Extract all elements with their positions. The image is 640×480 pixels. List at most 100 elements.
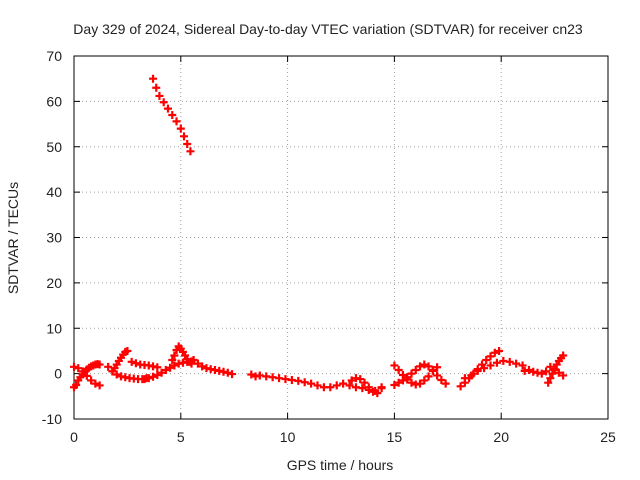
data-point xyxy=(420,360,429,369)
data-point xyxy=(163,104,172,113)
y-tick-label: 20 xyxy=(46,275,62,291)
data-point xyxy=(542,367,551,376)
data-point xyxy=(326,383,335,392)
data-point xyxy=(411,365,420,374)
data-point xyxy=(95,381,104,390)
data-point xyxy=(559,351,568,360)
series-arc-i xyxy=(247,370,386,395)
data-point xyxy=(524,365,533,374)
data-point xyxy=(394,378,403,387)
x-tick-label: 15 xyxy=(387,429,403,445)
data-point xyxy=(394,365,403,374)
y-tick-label: 60 xyxy=(46,93,62,109)
data-point xyxy=(186,147,195,156)
data-point xyxy=(157,368,166,377)
data-point xyxy=(537,369,546,378)
data-point xyxy=(170,351,179,360)
data-point xyxy=(512,359,521,368)
data-point xyxy=(369,387,378,396)
y-axis-label: SDTVAR / TECUs xyxy=(5,182,21,294)
data-point xyxy=(95,360,104,369)
data-point xyxy=(144,374,153,383)
data-point xyxy=(505,357,514,366)
data-point xyxy=(407,369,416,378)
data-point xyxy=(424,372,433,381)
data-point xyxy=(433,371,442,380)
series-arc-e xyxy=(127,357,162,372)
data-point xyxy=(347,376,356,385)
data-point xyxy=(78,367,87,376)
series-arc-n xyxy=(460,356,527,383)
data-point xyxy=(72,380,81,389)
data-point xyxy=(390,361,399,370)
data-point xyxy=(546,374,555,383)
data-point xyxy=(74,364,83,373)
chart-title: Day 329 of 2024, Sidereal Day-to-day VTE… xyxy=(73,21,583,37)
data-point xyxy=(168,356,177,365)
data-point xyxy=(467,371,476,380)
series-arc-m xyxy=(456,346,504,391)
data-point xyxy=(492,358,501,367)
data-point xyxy=(70,362,78,371)
data-point xyxy=(155,91,164,100)
data-point xyxy=(152,83,161,92)
series-arc-high xyxy=(149,74,195,156)
data-point xyxy=(482,356,491,365)
x-tick-label: 5 xyxy=(177,429,185,445)
data-point xyxy=(82,371,91,380)
series-arc-l xyxy=(390,360,450,389)
data-point xyxy=(180,132,189,141)
data-point xyxy=(153,370,162,379)
data-point xyxy=(300,378,309,387)
series-arc-j xyxy=(347,374,386,398)
data-point xyxy=(420,376,429,385)
data-point xyxy=(223,368,232,377)
y-tick-label: 40 xyxy=(46,184,62,200)
data-point xyxy=(104,362,113,371)
data-point xyxy=(377,383,386,392)
data-point xyxy=(161,365,170,374)
data-point xyxy=(559,371,568,380)
data-point xyxy=(189,356,198,365)
data-point xyxy=(480,364,489,373)
data-point xyxy=(176,124,185,133)
data-point xyxy=(486,352,495,361)
data-point xyxy=(183,140,192,149)
data-point xyxy=(490,348,499,357)
data-point xyxy=(166,363,175,372)
series-arc-g xyxy=(168,342,196,368)
data-point xyxy=(112,370,121,379)
data-point xyxy=(170,361,179,370)
data-point xyxy=(87,376,96,385)
data-point xyxy=(428,365,437,374)
data-point xyxy=(373,389,382,398)
data-point xyxy=(456,382,465,391)
data-point xyxy=(172,117,181,126)
data-point xyxy=(193,359,202,368)
series-arc-b xyxy=(70,362,104,390)
data-point xyxy=(416,362,425,371)
data-point xyxy=(403,373,412,382)
data-point xyxy=(345,381,354,390)
axis-ticks: 0 5 10 15 20 25 -10 0 10 20 30 40 50 60 70 xyxy=(42,48,616,445)
data-point xyxy=(313,381,322,390)
data-point xyxy=(153,363,162,372)
data-point xyxy=(441,379,450,388)
x-tick-label: 25 xyxy=(600,429,616,445)
data-point xyxy=(149,372,158,381)
data-point xyxy=(390,380,399,389)
x-tick-label: 20 xyxy=(493,429,509,445)
y-tick-label: 30 xyxy=(46,230,62,246)
x-axis-label: GPS time / hours xyxy=(287,457,394,473)
data-point xyxy=(360,378,369,387)
data-point xyxy=(550,365,559,374)
data-point xyxy=(123,346,132,355)
data-point xyxy=(339,379,348,388)
data-point xyxy=(416,379,425,388)
data-point xyxy=(424,362,433,371)
data-point xyxy=(168,110,177,119)
data-point xyxy=(364,383,373,392)
data-point xyxy=(437,375,446,384)
data-point xyxy=(131,359,140,368)
